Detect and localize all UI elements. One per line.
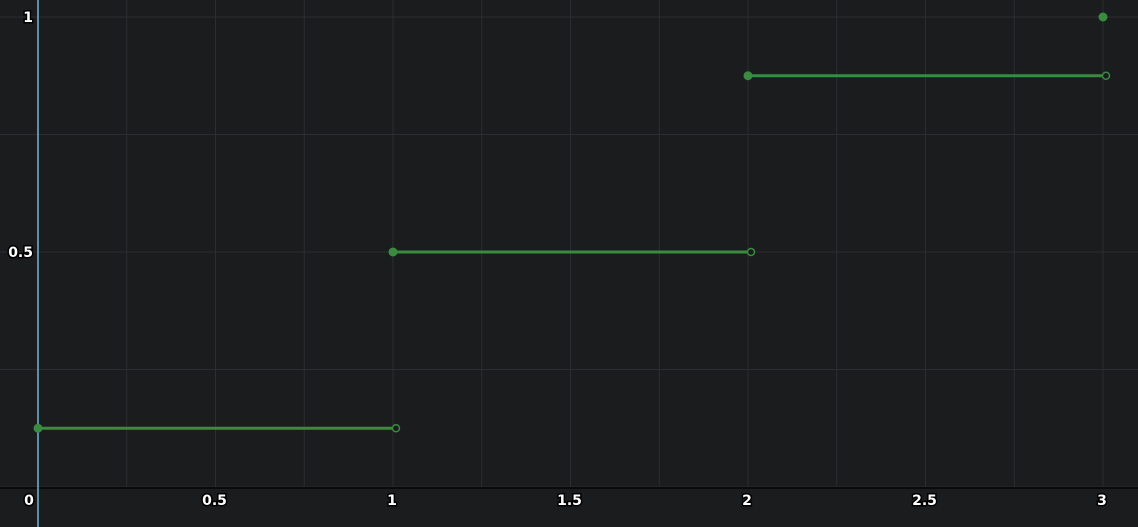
x-tick-label: 0 — [24, 493, 34, 509]
x-tick-label: 3 — [1097, 493, 1107, 509]
x-tick-label: 1 — [387, 493, 397, 509]
data-point — [1098, 12, 1108, 22]
x-tick-label: 2.5 — [912, 493, 937, 509]
closed-point — [388, 247, 398, 257]
x-tick-label: 2 — [742, 493, 752, 509]
tick-labels: 0 0.5 1 1.5 2 2.5 3 0.5 1 — [7, 9, 1109, 511]
y-tick-label: 0.5 — [8, 245, 33, 261]
x-tick-label: 0.5 — [202, 493, 227, 509]
closed-point — [743, 71, 753, 81]
open-point — [391, 424, 401, 433]
x-tick-label: 1.5 — [557, 493, 582, 509]
open-point — [1101, 71, 1111, 80]
closed-point — [33, 423, 43, 433]
y-tick-label: 1 — [23, 10, 33, 26]
data-series — [33, 12, 1111, 433]
open-point — [746, 247, 756, 257]
